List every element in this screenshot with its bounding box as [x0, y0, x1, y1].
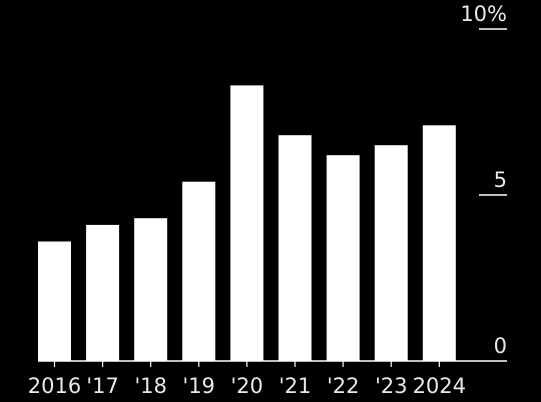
x-tick-label-8: 2024: [413, 374, 466, 398]
bar-3: [182, 181, 216, 361]
y-tick-label-0: 10%: [460, 2, 507, 26]
x-tick-label-3: '19: [183, 374, 216, 398]
x-tick-label-7: '23: [375, 374, 408, 398]
x-tick-label-2: '18: [134, 374, 167, 398]
bars-group: [38, 85, 456, 362]
x-tick-label-6: '22: [327, 374, 360, 398]
y-axis-ticks: 10% 5 0: [460, 2, 507, 358]
x-tick-label-1: '17: [86, 374, 119, 398]
x-tick-label-5: '21: [279, 374, 312, 398]
x-tick-label-0: 2016: [28, 374, 81, 398]
bar-2: [134, 218, 168, 361]
bar-7: [374, 145, 408, 361]
bar-5: [278, 135, 312, 361]
bar-8: [422, 125, 456, 361]
x-tick-label-4: '20: [231, 374, 264, 398]
bar-4: [230, 85, 264, 362]
bar-1: [86, 224, 120, 361]
bar-0: [38, 241, 71, 361]
bar-6: [326, 155, 360, 361]
y-tick-label-2: 0: [494, 334, 507, 358]
x-tick-labels: 2016'17 '18 '19 '20 '21 '22 '23 2024: [28, 361, 466, 398]
y-tick-label-1: 5: [494, 168, 507, 192]
